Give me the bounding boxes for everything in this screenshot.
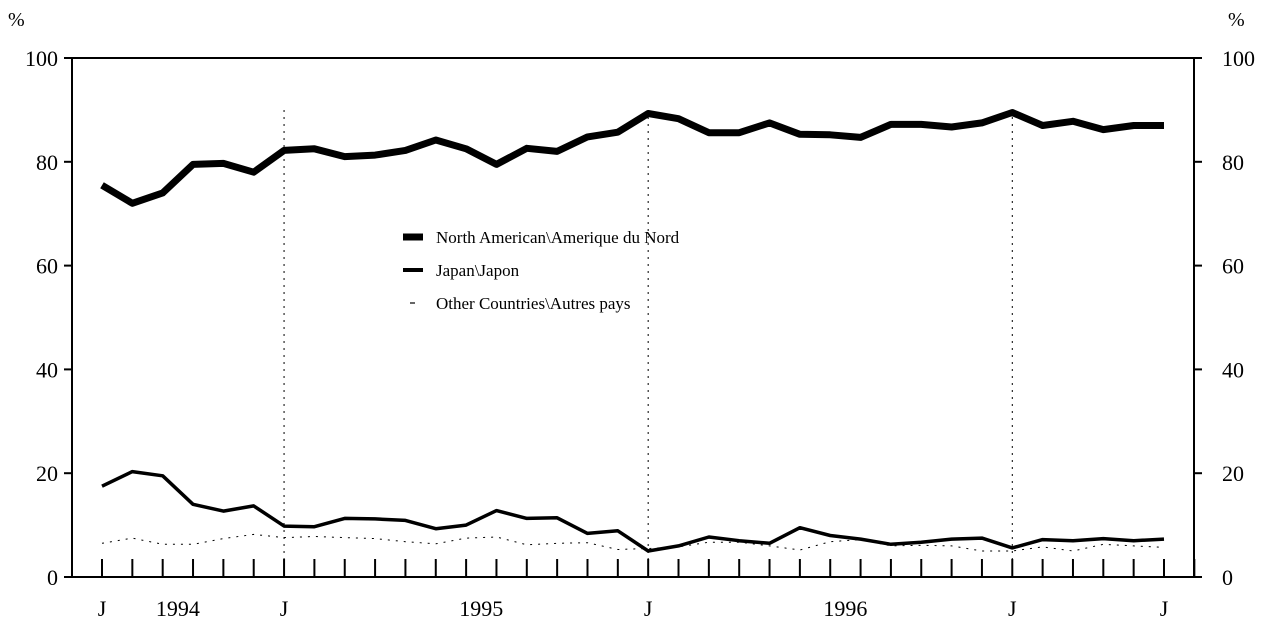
series-layer bbox=[100, 109, 1165, 553]
y-tick-label-left: 80 bbox=[36, 150, 58, 175]
y-tick-label-left: 20 bbox=[36, 461, 58, 486]
plot-frame bbox=[71, 57, 1195, 578]
x-tick-label: 1994 bbox=[156, 596, 200, 621]
y-tick-label-right: 0 bbox=[1222, 565, 1233, 590]
y-tick-label-left: 0 bbox=[47, 565, 58, 590]
legend-label-japan: Japan\Japon bbox=[436, 261, 520, 280]
x-axis: J 1994 J 1995 J 1996 J J bbox=[98, 559, 1196, 621]
series-point-2 bbox=[1042, 546, 1043, 547]
vertical-dividers bbox=[283, 110, 1013, 559]
series-point-2 bbox=[921, 545, 922, 546]
y-tick-label-right: 80 bbox=[1222, 150, 1244, 175]
series-point-2 bbox=[496, 536, 497, 537]
series-point-2 bbox=[799, 549, 800, 550]
legend: North American\Amerique du Nord Japan\Ja… bbox=[403, 228, 680, 313]
y-tick-label-right: 60 bbox=[1222, 254, 1244, 279]
y-tick-label-left: 60 bbox=[36, 254, 58, 279]
series-point-2 bbox=[1163, 547, 1164, 548]
x-tick-label: J bbox=[98, 596, 107, 621]
series-point-2 bbox=[830, 541, 831, 542]
series-point-2 bbox=[1072, 550, 1073, 551]
y-axis-right: 0 20 40 60 80 100 bbox=[1194, 46, 1255, 590]
series-point-2 bbox=[223, 538, 224, 539]
y-unit-right: % bbox=[1228, 9, 1245, 31]
y-tick-label-left: 40 bbox=[36, 357, 58, 382]
x-tick-label: 1995 bbox=[459, 596, 503, 621]
x-tick-label: J bbox=[1008, 596, 1017, 621]
series-point-2 bbox=[557, 543, 558, 544]
x-tick-label: J bbox=[280, 596, 289, 621]
y-tick-label-right: 40 bbox=[1222, 357, 1244, 382]
plot-area-border bbox=[71, 57, 1195, 578]
series-line-1 bbox=[101, 469, 1165, 553]
x-tick-label: 1996 bbox=[823, 596, 867, 621]
legend-label-other-countries: Other Countries\Autres pays bbox=[436, 294, 631, 313]
x-tick-label: J bbox=[644, 596, 653, 621]
x-tick-label: J bbox=[1160, 596, 1169, 621]
series-point-2 bbox=[162, 544, 163, 545]
series-point-2 bbox=[132, 537, 133, 538]
series-point-2 bbox=[314, 536, 315, 537]
series-line-0 bbox=[100, 109, 1164, 207]
series-point-2 bbox=[466, 537, 467, 538]
y-unit-left: % bbox=[8, 9, 25, 31]
series-point-2 bbox=[192, 544, 193, 545]
y-tick-label-right: 20 bbox=[1222, 461, 1244, 486]
series-point-2 bbox=[374, 538, 375, 539]
series-point-2 bbox=[526, 544, 527, 545]
legend-label-north-america: North American\Amerique du Nord bbox=[436, 228, 680, 247]
series-point-2 bbox=[708, 542, 709, 543]
y-tick-label-right: 100 bbox=[1222, 46, 1255, 71]
y-tick-label-left: 100 bbox=[25, 46, 58, 71]
y-axis-left: 0 20 40 60 80 100 bbox=[25, 46, 72, 590]
series-point-2 bbox=[344, 537, 345, 538]
